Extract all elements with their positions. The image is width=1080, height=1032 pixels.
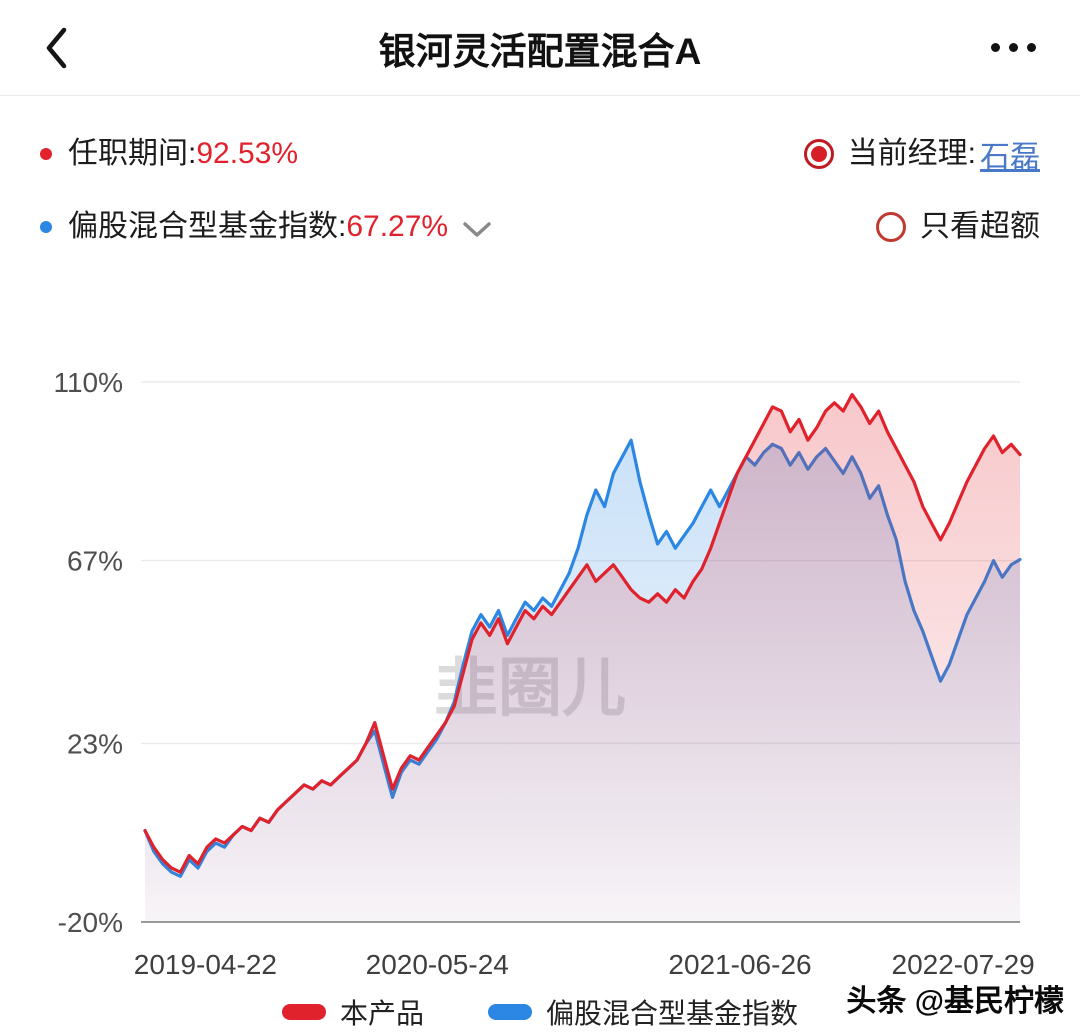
excess-only-label: 只看超额	[920, 210, 1040, 243]
product-series-bullet	[40, 148, 52, 160]
manager-link[interactable]: 石磊	[980, 141, 1040, 174]
legend-swatch-product	[281, 1004, 326, 1020]
manager-label: 当前经理:	[847, 137, 976, 170]
svg-text:2021-06-26: 2021-06-26	[668, 949, 811, 980]
back-button[interactable]	[36, 18, 78, 78]
svg-text:2020-05-24: 2020-05-24	[366, 949, 509, 980]
ellipsis-dot	[1027, 43, 1036, 52]
svg-text:23%: 23%	[67, 728, 123, 759]
index-series-bullet	[40, 221, 52, 233]
legend-label-index: 偏股混合型基金指数	[546, 998, 799, 1029]
svg-text:67%: 67%	[67, 546, 123, 577]
performance-summary: 任职期间: 92.53% 当前经理: 石磊 偏股混合型基金指数: 67.27%	[0, 96, 1080, 248]
svg-text:2022-07-29: 2022-07-29	[892, 949, 1035, 980]
legend-item-index: 偏股混合型基金指数	[488, 992, 798, 1032]
index-return: 偏股混合型基金指数: 67.27%	[40, 206, 492, 248]
radio-dot	[810, 146, 827, 162]
back-chevron-icon	[46, 27, 67, 68]
svg-text:110%: 110%	[53, 367, 123, 398]
svg-text:-20%: -20%	[58, 907, 123, 938]
page-title: 银河灵活配置混合A	[378, 30, 702, 72]
svg-text:2019-04-22: 2019-04-22	[134, 949, 277, 980]
tenure-return: 任职期间: 92.53%	[40, 133, 298, 175]
tenure-value: 92.53%	[196, 137, 299, 170]
legend-item-product: 本产品	[281, 992, 424, 1032]
excess-only-radio[interactable]	[876, 212, 906, 242]
index-dropdown-chevron-icon[interactable]	[462, 221, 492, 239]
tenure-label: 任职期间:	[68, 137, 197, 170]
index-label: 偏股混合型基金指数:	[68, 210, 347, 243]
current-manager-radio[interactable]	[803, 139, 834, 169]
index-value: 67.27%	[346, 210, 449, 243]
ellipsis-dot	[1009, 43, 1018, 52]
ellipsis-dot	[991, 43, 1000, 52]
performance-chart[interactable]: 110%67%23%-20%韭圈儿2019-04-222020-05-24202…	[0, 342, 1080, 990]
top-bar: 银河灵活配置混合A	[0, 0, 1080, 96]
chart-canvas: 110%67%23%-20%韭圈儿2019-04-222020-05-24202…	[53, 367, 1035, 980]
more-menu-button[interactable]	[983, 35, 1044, 60]
current-manager: 当前经理: 石磊	[803, 132, 1040, 176]
legend-swatch-index	[488, 1004, 532, 1020]
ellipsis-icon	[991, 43, 1036, 52]
legend-label-product: 本产品	[339, 998, 424, 1029]
tenure-row: 任职期间: 92.53% 当前经理: 石磊	[40, 132, 1040, 176]
excess-only-toggle: 只看超额	[876, 206, 1040, 248]
index-row: 偏股混合型基金指数: 67.27% 只看超额	[40, 206, 1040, 248]
author-watermark: 头条 @基民柠檬	[846, 985, 1064, 1018]
